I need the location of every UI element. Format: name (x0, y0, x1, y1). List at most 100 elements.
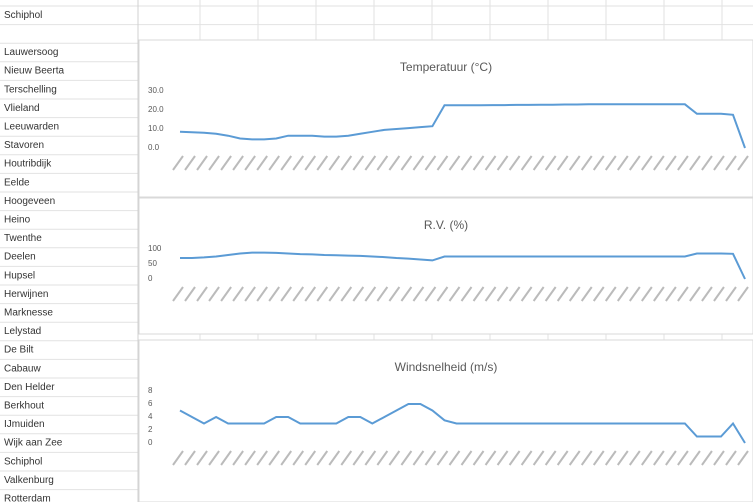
x-label-blur (424, 450, 437, 466)
x-label-blur (340, 450, 353, 466)
chart-title: Temperatuur (°C) (400, 60, 492, 74)
x-label-blur (616, 286, 629, 302)
x-label-blur (232, 286, 244, 302)
station-cell: Hoogeveen (4, 196, 55, 207)
x-label-blur (232, 155, 244, 171)
x-label-blur (208, 450, 220, 466)
x-label-blur (725, 286, 737, 302)
x-label-blur (520, 286, 533, 302)
x-label-blur (544, 450, 557, 466)
x-label-blur (460, 155, 473, 171)
station-cell: Valkenburg (4, 475, 54, 486)
x-label-blur (196, 155, 208, 171)
x-label-blur (304, 286, 317, 302)
x-label-blur (400, 450, 413, 466)
x-label-blur (508, 286, 521, 302)
station-cell: Houtribdijk (4, 159, 52, 170)
x-label-blur (713, 450, 725, 466)
x-label-blur (532, 450, 545, 466)
x-label-blur (352, 450, 365, 466)
x-label-blur (628, 450, 641, 466)
x-label-blur (520, 155, 533, 171)
x-label-blur (388, 155, 401, 171)
x-label-blur (244, 450, 256, 466)
x-label-blur (196, 286, 208, 302)
y-tick-label: 0.0 (148, 143, 160, 152)
series-line (179, 403, 746, 444)
x-label-blur (280, 286, 293, 302)
x-label-blur (328, 450, 341, 466)
station-cell: De Bilt (4, 345, 34, 356)
x-label-blur (340, 155, 353, 171)
x-label-blur (256, 286, 268, 302)
x-label-blur (436, 155, 449, 171)
x-label-blur (316, 155, 329, 171)
x-label-blur (460, 286, 473, 302)
station-cell: Lauwersoog (4, 47, 58, 58)
x-label-blur (424, 286, 437, 302)
station-cell: Berkhout (4, 401, 44, 412)
x-label-blur (665, 286, 677, 302)
station-cell: Hupsel (4, 270, 35, 281)
x-label-blur (448, 450, 461, 466)
chart-area (138, 197, 753, 335)
x-label-blur (292, 155, 305, 171)
x-label-blur (412, 286, 425, 302)
station-cell: Rotterdam (4, 494, 51, 502)
station-cell: Herwijnen (4, 289, 48, 300)
x-label-blur (436, 286, 449, 302)
y-tick-label: 8 (148, 386, 153, 395)
x-label-blur (592, 155, 605, 171)
x-label-blur (220, 155, 232, 171)
x-label-blur (737, 155, 749, 171)
y-tick-label: 10.0 (148, 124, 164, 133)
x-label-blur (737, 450, 749, 466)
station-cell: Cabauw (4, 363, 41, 374)
x-label-blur (737, 286, 749, 302)
x-label-blur (340, 286, 353, 302)
x-label-blur (616, 450, 629, 466)
x-label-blur (484, 155, 497, 171)
x-label-blur (641, 450, 653, 466)
station-cell: Leeuwarden (4, 122, 59, 133)
x-label-blur (304, 450, 317, 466)
x-label-blur (677, 155, 689, 171)
x-label-blur (544, 155, 557, 171)
x-label-blur (484, 286, 497, 302)
x-label-blur (376, 155, 389, 171)
x-label-blur (352, 286, 365, 302)
x-label-blur (568, 155, 581, 171)
station-cell: IJmuiden (4, 419, 45, 430)
x-label-blur (172, 155, 184, 171)
x-label-blur (616, 155, 629, 171)
x-label-blur (713, 155, 725, 171)
x-label-blur (472, 155, 485, 171)
x-label-blur (280, 155, 293, 171)
x-label-blur (580, 286, 593, 302)
station-cell: Marknesse (4, 308, 53, 319)
x-label-blur (701, 155, 713, 171)
x-label-blur (653, 286, 665, 302)
x-label-blur (280, 450, 293, 466)
series-line (179, 103, 746, 149)
series-line (180, 251, 746, 280)
x-label-blur (208, 155, 220, 171)
x-label-blur (220, 450, 232, 466)
x-label-blur (292, 286, 305, 302)
x-label-blur (256, 450, 268, 466)
y-tick-label: 0 (148, 438, 153, 447)
x-label-blur (628, 155, 641, 171)
x-label-blur (604, 450, 617, 466)
x-label-blur (628, 286, 641, 302)
x-label-blur (196, 450, 208, 466)
x-label-blur (556, 286, 569, 302)
x-label-blur (268, 155, 280, 171)
x-label-blur (544, 286, 557, 302)
x-label-blur (665, 450, 677, 466)
x-label-blur (364, 450, 377, 466)
x-label-blur (677, 286, 689, 302)
station-cell: Schiphol (4, 10, 42, 21)
station-cell: Terschelling (4, 84, 57, 95)
